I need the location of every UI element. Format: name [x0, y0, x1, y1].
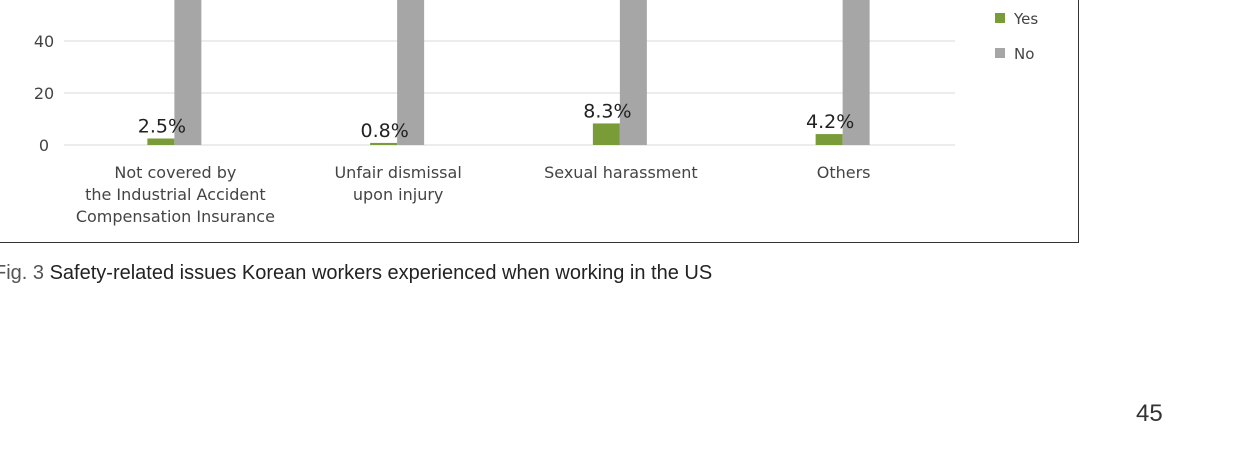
data-label: 0.8% — [360, 120, 408, 142]
x-axis-categories: Not covered by the Industrial Accident Com… — [76, 163, 871, 226]
legend: Yes No — [995, 10, 1038, 63]
bar-chart: 0 20 40 2.5% 0.8% 8.3% 4.2% Not covered by the… — [34, 0, 1038, 226]
y-tick-label: 40 — [34, 32, 54, 51]
bar-no-0 — [174, 0, 202, 145]
category-label: Not covered by the Industrial Accident Com… — [76, 163, 275, 226]
bars — [147, 0, 870, 145]
legend-swatch-no — [995, 48, 1005, 58]
category-label-line: Compensation Insurance — [76, 207, 275, 226]
gridlines — [64, 40, 955, 146]
figure-caption: Fig. 3 Safety-related issues Korean work… — [0, 262, 712, 285]
category-label-line: Sexual harassment — [544, 163, 698, 182]
category-label: Unfair dismissal upon injury — [334, 163, 461, 204]
y-axis-ticks: 0 20 40 — [34, 32, 54, 155]
y-tick-label: 0 — [39, 136, 49, 155]
data-labels: 2.5% 0.8% 8.3% 4.2% — [138, 100, 855, 142]
bar-no-3 — [842, 0, 870, 145]
figure-number: Fig. 3 — [0, 262, 45, 284]
bar-no-2 — [619, 0, 647, 145]
chart-frame — [0, 0, 1079, 243]
data-label: 2.5% — [138, 116, 186, 138]
y-tick-label: 20 — [34, 84, 54, 103]
data-label: 4.2% — [806, 111, 854, 133]
category-label-line: Others — [817, 163, 871, 182]
legend-swatch-yes — [995, 13, 1005, 23]
bar-yes-0 — [147, 138, 175, 145]
category-label-line: Unfair dismissal — [334, 163, 461, 182]
bar-no-1 — [397, 0, 425, 145]
legend-label: Yes — [1013, 10, 1038, 28]
bar-yes-3 — [815, 134, 843, 145]
category-label-line: the Industrial Accident — [85, 185, 266, 204]
category-label-line: upon injury — [353, 185, 444, 204]
data-label: 8.3% — [583, 100, 631, 122]
category-label: Sexual harassment — [544, 163, 698, 182]
category-label-line: Not covered by — [114, 163, 236, 182]
category-label: Others — [817, 163, 871, 182]
figure-caption-text: Safety-related issues Korean workers exp… — [49, 262, 713, 284]
bar-yes-1 — [370, 142, 398, 145]
page-number: 45 — [1136, 400, 1163, 427]
bar-yes-2 — [592, 123, 620, 145]
legend-label: No — [1014, 45, 1034, 63]
